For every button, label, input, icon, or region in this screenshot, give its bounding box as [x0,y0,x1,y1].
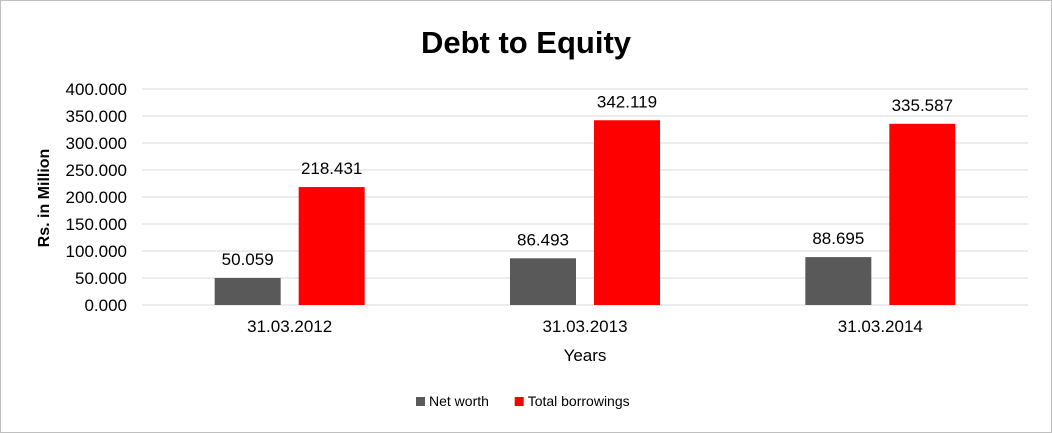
y-tick-labels: 0.000 50.000 100.000 150.000 200.000 250.000 3… [66,80,127,315]
legend-swatch [514,397,524,406]
legend-swatch [416,397,425,406]
x-axis-title: Years [564,346,607,365]
y-tick-label: 200.000 [66,188,127,207]
gridlines [142,88,1028,306]
legend-label: Net worth [429,393,489,409]
y-tick-label: 50.000 [75,269,127,288]
data-label: 218.431 [301,159,362,178]
data-label: 86.493 [517,230,569,249]
chart-title: Debt to Equity [421,25,632,60]
y-axis-title: Rs. in Million [36,149,53,248]
y-tick-label: 250.000 [66,161,127,180]
y-tick-label: 400.000 [66,80,127,99]
y-tick-label: 0.000 [84,296,127,315]
data-label: 335.587 [892,96,953,115]
x-tick-label: 31.03.2012 [247,317,332,336]
y-tick-label: 350.000 [66,107,127,126]
data-label: 342.119 [597,92,657,111]
bar-total-borrowings [594,120,660,305]
data-label: 50.059 [222,250,274,269]
bar-total-borrowings [889,123,956,305]
legend-label: Total borrowings [528,393,630,409]
bar-total-borrowings [298,187,365,305]
bar-net-worth [214,277,281,305]
data-labels: 50.059 218.431 86.493 342.119 88.695 335.587 [222,92,953,269]
x-tick-label: 31.03.2013 [542,317,627,336]
y-tick-label: 150.000 [66,215,127,234]
y-tick-label: 300.000 [66,134,127,153]
x-tick-label: 31.03.2014 [838,317,923,336]
y-tick-label: 100.000 [66,242,127,261]
data-label: 88.695 [812,229,864,248]
legend: Net worth Total borrowings [416,393,630,409]
x-tick-labels: 31.03.2012 31.03.2013 31.03.2014 [247,317,923,336]
bar-net-worth [805,257,872,305]
bar-net-worth [510,258,576,305]
bars [214,120,956,305]
